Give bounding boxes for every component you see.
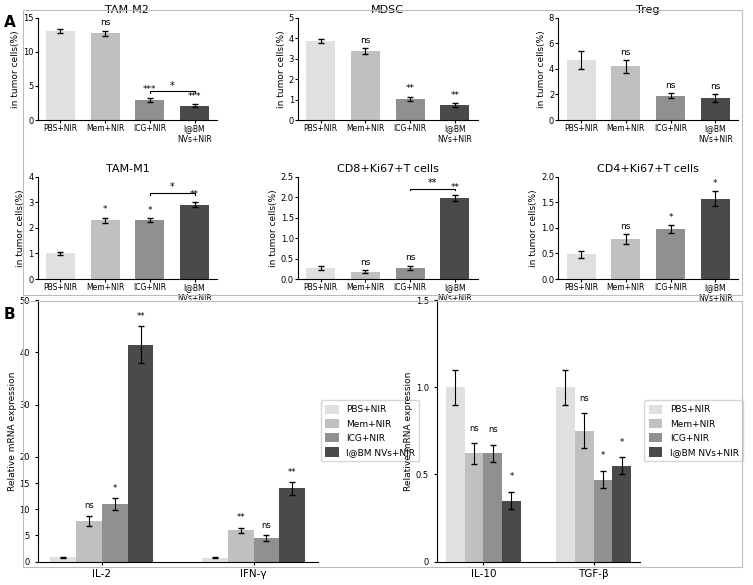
Text: **: ** <box>450 91 459 99</box>
Y-axis label: in tumor cells(%): in tumor cells(%) <box>269 189 278 267</box>
Text: ns: ns <box>261 521 271 530</box>
Bar <box>46 253 75 279</box>
Bar <box>441 105 469 120</box>
Text: *: * <box>713 179 718 188</box>
Bar <box>279 488 305 562</box>
Bar <box>701 198 730 279</box>
Text: ns: ns <box>469 424 479 432</box>
Bar <box>446 387 465 562</box>
Text: *: * <box>103 205 108 215</box>
Bar <box>136 99 164 120</box>
Bar <box>566 60 596 120</box>
Bar <box>227 530 254 562</box>
Bar <box>351 271 380 279</box>
Y-axis label: in tumor cells(%): in tumor cells(%) <box>529 189 538 267</box>
Text: ns: ns <box>620 48 631 57</box>
Text: ns: ns <box>360 36 370 45</box>
Bar <box>611 66 640 120</box>
Bar <box>483 453 502 562</box>
Bar <box>202 558 227 562</box>
Text: ns: ns <box>100 19 110 27</box>
Y-axis label: in tumor cells(%): in tumor cells(%) <box>276 30 285 108</box>
Text: *: * <box>509 473 514 481</box>
Y-axis label: Relative mRNA expression: Relative mRNA expression <box>8 371 17 490</box>
Text: ns: ns <box>84 501 94 510</box>
Text: *: * <box>113 484 117 493</box>
Text: **: ** <box>136 312 145 321</box>
Text: **: ** <box>406 84 415 94</box>
Bar <box>351 51 380 120</box>
Bar <box>76 521 102 562</box>
Bar <box>701 98 730 120</box>
Bar <box>46 31 75 120</box>
Text: A: A <box>4 15 16 30</box>
Text: B: B <box>4 307 15 322</box>
Y-axis label: in tumor cells(%): in tumor cells(%) <box>537 30 546 108</box>
Bar <box>50 558 76 562</box>
Title: Treg: Treg <box>636 5 660 15</box>
Bar <box>611 239 640 279</box>
Text: *: * <box>148 207 152 215</box>
Bar <box>656 96 685 120</box>
Bar <box>656 229 685 279</box>
Bar <box>612 466 631 562</box>
Text: *: * <box>620 438 623 446</box>
Text: **: ** <box>428 178 437 188</box>
Bar <box>395 99 425 120</box>
Text: *: * <box>169 81 175 91</box>
Text: ns: ns <box>488 425 498 434</box>
Text: ***: *** <box>143 85 157 95</box>
Y-axis label: Relative mRNA expression: Relative mRNA expression <box>404 371 413 490</box>
Text: *: * <box>169 183 175 192</box>
Bar <box>306 267 335 279</box>
Bar <box>306 41 335 120</box>
Text: **: ** <box>236 514 245 522</box>
Title: CD8+Ki67+T cells: CD8+Ki67+T cells <box>337 164 439 174</box>
Text: ns: ns <box>579 394 589 403</box>
Bar <box>90 33 120 120</box>
Bar <box>128 345 154 562</box>
Bar <box>593 480 612 562</box>
Text: **: ** <box>450 183 459 192</box>
Bar <box>180 205 209 279</box>
Bar <box>102 504 128 562</box>
Bar <box>180 106 209 120</box>
Bar <box>465 453 483 562</box>
Text: ns: ns <box>666 81 675 90</box>
Y-axis label: in tumor cells(%): in tumor cells(%) <box>11 30 20 108</box>
Y-axis label: in tumor cells(%): in tumor cells(%) <box>17 189 26 267</box>
Bar <box>136 220 164 279</box>
Text: ***: *** <box>187 92 201 101</box>
Bar <box>90 220 120 279</box>
Title: TAM-M2: TAM-M2 <box>105 5 149 15</box>
Bar <box>254 538 279 562</box>
Title: TAM-M1: TAM-M1 <box>105 164 149 174</box>
Text: **: ** <box>288 468 297 477</box>
Bar <box>575 431 593 562</box>
Text: ns: ns <box>620 222 631 231</box>
Bar <box>566 254 596 279</box>
Text: ns: ns <box>710 82 721 91</box>
Bar <box>502 501 521 562</box>
Text: **: ** <box>190 190 199 199</box>
Bar <box>556 387 575 562</box>
Text: ns: ns <box>405 253 416 263</box>
Text: *: * <box>601 452 605 460</box>
Legend: PBS+NIR, Mem+NIR, ICG+NIR, I@BM NVs+NIR: PBS+NIR, Mem+NIR, ICG+NIR, I@BM NVs+NIR <box>645 400 743 462</box>
Title: MDSC: MDSC <box>371 5 404 15</box>
Text: ns: ns <box>360 259 370 267</box>
Text: *: * <box>668 213 672 222</box>
Bar <box>441 198 469 279</box>
Legend: PBS+NIR, Mem+NIR, ICG+NIR, I@BM NVs+NIR: PBS+NIR, Mem+NIR, ICG+NIR, I@BM NVs+NIR <box>321 400 419 462</box>
Bar <box>395 267 425 279</box>
Title: CD4+Ki67+T cells: CD4+Ki67+T cells <box>597 164 699 174</box>
